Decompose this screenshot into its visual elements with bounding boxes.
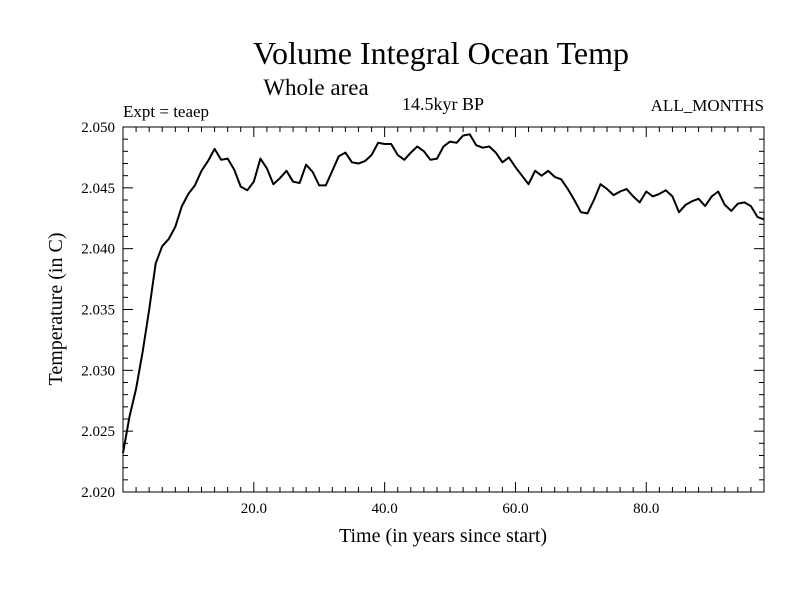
x-tick-label: 80.0 — [633, 501, 659, 517]
x-axis-label: Time (in years since start) — [339, 525, 547, 547]
x-axis-ticks — [135, 127, 752, 492]
y-tick-label: 2.020 — [81, 485, 115, 501]
months-label: ALL_MONTHS — [651, 96, 764, 115]
y-axis-tick-labels: 2.020 2.025 2.030 2.035 2.040 2.045 2.050 — [81, 120, 115, 501]
y-tick-label: 2.050 — [81, 120, 115, 136]
y-tick-label: 2.030 — [81, 363, 115, 379]
y-axis-ticks — [123, 138, 764, 481]
plot-frame — [122, 126, 765, 493]
y-tick-label: 2.045 — [81, 181, 115, 197]
y-tick-label: 2.040 — [81, 242, 115, 258]
x-tick-label: 40.0 — [372, 501, 398, 517]
chart-subtitle: Whole area — [263, 75, 368, 100]
period-label: 14.5kyr BP — [402, 94, 484, 114]
y-tick-label: 2.035 — [81, 303, 115, 319]
x-tick-label: 60.0 — [502, 501, 528, 517]
y-tick-label: 2.025 — [81, 424, 115, 440]
y-axis-label: Temperature (in C) — [45, 233, 67, 386]
x-tick-label: 20.0 — [241, 501, 267, 517]
x-axis-tick-labels: 20.0 40.0 60.0 80.0 — [241, 501, 660, 517]
expt-label: Expt = teaep — [123, 102, 209, 121]
series-line — [122, 133, 765, 454]
chart-title: Volume Integral Ocean Temp — [253, 35, 629, 71]
